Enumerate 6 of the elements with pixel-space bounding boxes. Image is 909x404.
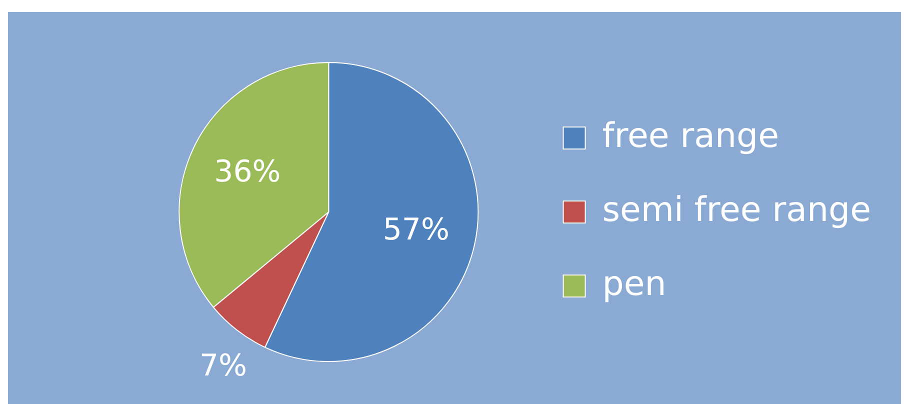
data-label: 57%	[382, 212, 450, 248]
data-label: 7%	[199, 348, 248, 384]
legend-label: free range	[602, 116, 780, 156]
legend-label: semi free range	[602, 190, 872, 230]
legend-label: pen	[602, 264, 666, 304]
data-label: 36%	[214, 154, 281, 190]
